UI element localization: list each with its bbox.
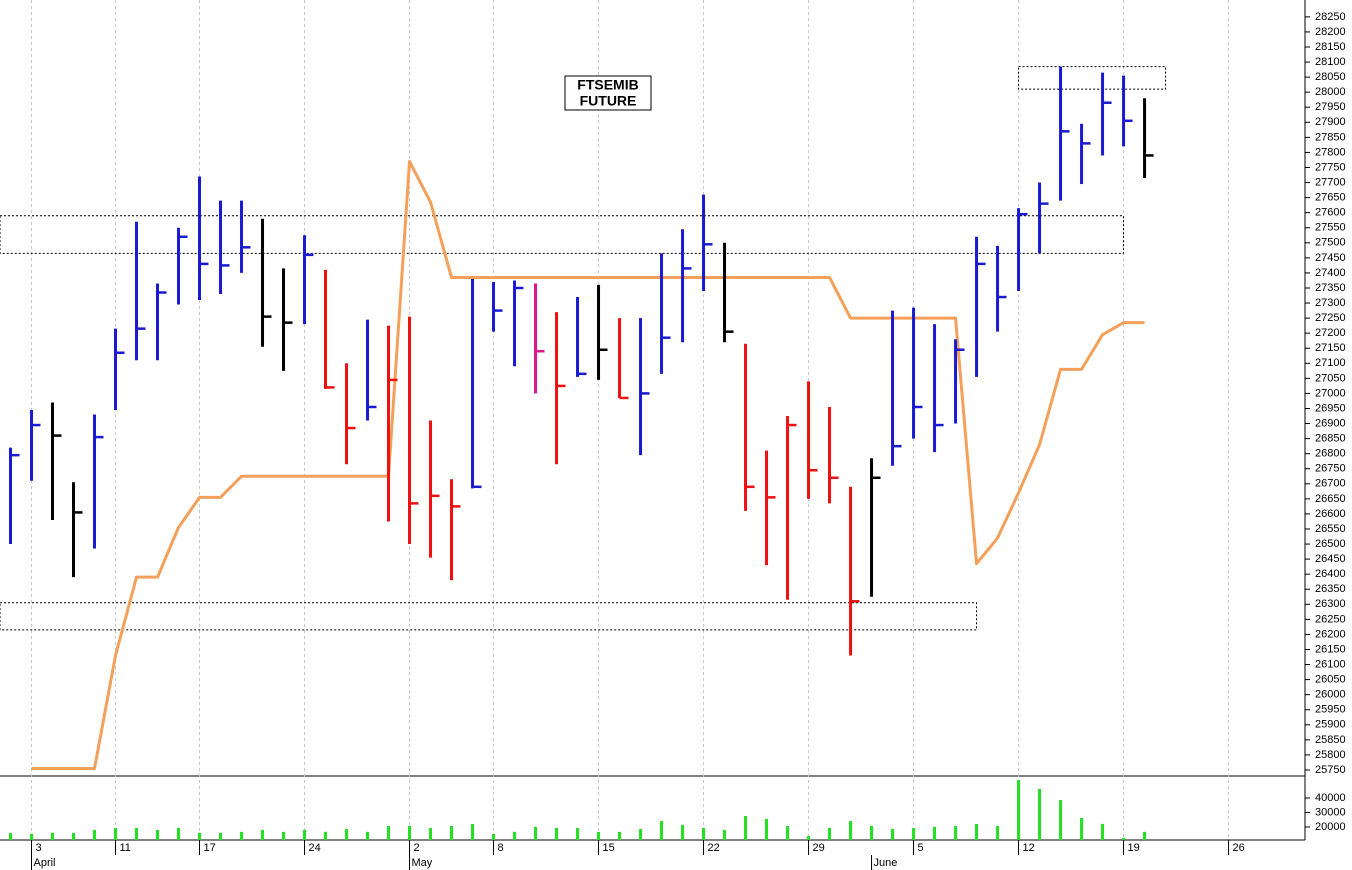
x-tick-label: 17 (204, 842, 216, 854)
y-tick-label: 26850 (1315, 433, 1346, 445)
y-tick-label: 26900 (1315, 417, 1346, 429)
y-tick-label: 27000 (1315, 387, 1346, 399)
y-tick-label: 26750 (1315, 463, 1346, 475)
x-tick-label: 8 (498, 842, 504, 854)
y-tick-label: 27250 (1315, 312, 1346, 324)
y-tick-label: 27750 (1315, 161, 1346, 173)
y-tick-label: 26550 (1315, 523, 1346, 535)
x-tick-label: 22 (708, 842, 720, 854)
y-tick-label: 28100 (1315, 56, 1346, 68)
y-tick-label: 25950 (1315, 704, 1346, 716)
y-tick-label: 27550 (1315, 222, 1346, 234)
title-box (564, 75, 652, 111)
y-tick-label: 27100 (1315, 357, 1346, 369)
x-tick-label: 26 (1233, 842, 1245, 854)
y-tick-label: 28000 (1315, 86, 1346, 98)
y-tick-label: 26350 (1315, 583, 1346, 595)
y-tick-label: 26250 (1315, 613, 1346, 625)
y-tick-label: 26650 (1315, 493, 1346, 505)
y-tick-label: 27500 (1315, 237, 1346, 249)
x-tick-label: 3 (36, 842, 42, 854)
y-tick-label: 26200 (1315, 628, 1346, 640)
y-tick-label: 27400 (1315, 267, 1346, 279)
y-tick-label: 26400 (1315, 568, 1346, 580)
x-tick-label: 24 (309, 842, 321, 854)
price-zone (0, 602, 978, 631)
y-tick-label: 27850 (1315, 131, 1346, 143)
y-tick-label: 26000 (1315, 689, 1346, 701)
month-label: May (412, 857, 433, 869)
y-tick-label: 27300 (1315, 297, 1346, 309)
y-tick-label: 27050 (1315, 372, 1346, 384)
y-tick-label: 28050 (1315, 71, 1346, 83)
y-tick-label: 27150 (1315, 342, 1346, 354)
y-tick-label: 26800 (1315, 448, 1346, 460)
price-zone (1018, 66, 1167, 90)
x-tick-label: 15 (603, 842, 615, 854)
y-tick-label: 27700 (1315, 176, 1346, 188)
chart-title: FTSEMIB (577, 77, 638, 93)
y-tick-label: 27350 (1315, 282, 1346, 294)
y-tick-label: 26700 (1315, 478, 1346, 490)
month-label: June (874, 857, 898, 869)
y-tick-label: 25850 (1315, 734, 1346, 746)
x-tick-label: 2 (414, 842, 420, 854)
volume-tick-label: 20000 (1315, 821, 1346, 833)
y-tick-label: 27200 (1315, 327, 1346, 339)
y-tick-label: 26500 (1315, 538, 1346, 550)
y-tick-label: 26600 (1315, 508, 1346, 520)
price-zone (0, 215, 1125, 254)
y-tick-label: 26150 (1315, 643, 1346, 655)
month-label: April (34, 857, 56, 869)
y-tick-label: 26050 (1315, 674, 1346, 686)
y-tick-label: 28250 (1315, 11, 1346, 23)
y-tick-label: 27600 (1315, 207, 1346, 219)
volume-tick-label: 30000 (1315, 806, 1346, 818)
y-tick-label: 27800 (1315, 146, 1346, 158)
y-tick-label: 28200 (1315, 26, 1346, 38)
x-tick-label: 5 (918, 842, 924, 854)
volume-tick-label: 40000 (1315, 792, 1346, 804)
chart-title: FUTURE (580, 93, 637, 109)
y-tick-label: 26450 (1315, 553, 1346, 565)
x-tick-label: 11 (120, 842, 131, 854)
overlay-line (31, 159, 1145, 770)
y-tick-label: 25900 (1315, 719, 1346, 731)
x-tick-label: 29 (813, 842, 825, 854)
x-tick-label: 19 (1128, 842, 1140, 854)
y-tick-label: 27650 (1315, 192, 1346, 204)
y-tick-label: 26100 (1315, 658, 1346, 670)
y-tick-label: 27450 (1315, 252, 1346, 264)
y-tick-label: 26300 (1315, 598, 1346, 610)
x-tick-label: 12 (1023, 842, 1035, 854)
y-tick-label: 25800 (1315, 749, 1346, 761)
y-tick-label: 27950 (1315, 101, 1346, 113)
y-tick-label: 26950 (1315, 402, 1346, 414)
y-tick-label: 28150 (1315, 41, 1346, 53)
y-tick-label: 27900 (1315, 116, 1346, 128)
y-tick-label: 25750 (1315, 764, 1346, 776)
